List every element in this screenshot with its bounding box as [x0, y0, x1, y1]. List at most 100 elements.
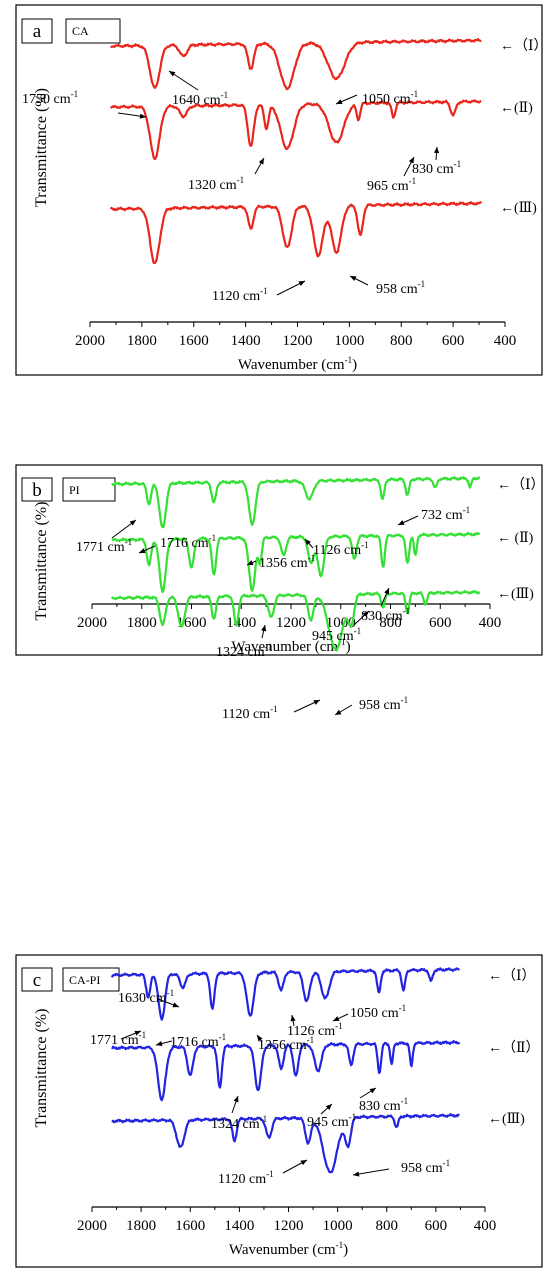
x-tick-label: 400 [494, 333, 517, 349]
annotation-arrow-head [169, 71, 176, 77]
peak-annotation: 1324 cm-1 [216, 642, 272, 660]
x-tick-label: 600 [429, 615, 452, 631]
series-label: ←（Ⅰ） [488, 968, 536, 984]
peak-annotation: 965 cm-1 [367, 176, 416, 194]
annotation-arrow-head [139, 548, 146, 553]
series-label: ←(Ⅲ) [500, 201, 537, 216]
annotation-arrow-head [261, 625, 267, 632]
series-label: ←（Ⅰ） [500, 38, 548, 54]
y-axis-label: Transmittance (%) [33, 502, 50, 621]
x-tick-label: 1800 [127, 333, 157, 349]
spectrum-line [110, 967, 461, 1021]
panel-letter-box [21, 967, 53, 992]
peak-annotation: 1050 cm-1 [350, 1003, 406, 1021]
x-tick-label: 800 [376, 1218, 399, 1234]
x-tick-label: 1200 [276, 615, 306, 631]
peak-annotation: 1126 cm-1 [313, 540, 369, 558]
series-label: ←(Ⅲ) [497, 587, 534, 602]
annotation-arrow-head [433, 147, 440, 154]
panel-tag-box [65, 18, 121, 44]
annotation-arrow-head [139, 113, 146, 119]
panel-frame [15, 464, 543, 656]
annotation-arrow-head [247, 560, 254, 565]
panel-tag-box [62, 967, 120, 992]
panel-letter: c [33, 970, 41, 991]
peak-annotation: 958 cm-1 [359, 695, 408, 713]
panel-tag-box [62, 477, 116, 502]
peak-annotation: 1630 cm-1 [118, 988, 174, 1006]
annotation-arrow-head [298, 281, 305, 287]
x-tick-label: 1400 [226, 615, 256, 631]
y-axis-label: Transmittance (%) [33, 1009, 50, 1128]
x-tick-label: 800 [379, 615, 402, 631]
x-axis-label: Wavenumber (cm-1) [238, 355, 357, 373]
peak-annotation: 958 cm-1 [401, 1158, 450, 1176]
spectrum-line [109, 99, 482, 161]
x-tick-label: 400 [479, 615, 502, 631]
x-tick-label: 800 [390, 333, 413, 349]
x-tick-label: 1600 [175, 1218, 205, 1234]
x-tick-label: 2000 [75, 333, 105, 349]
x-tick-label: 1000 [323, 1218, 353, 1234]
panel-letter: b [32, 480, 42, 501]
panel-letter-box [21, 477, 53, 502]
panel-letter: a [33, 21, 42, 42]
peak-annotation: 1356 cm-1 [259, 553, 315, 571]
panel-tag: CA-PI [69, 973, 100, 987]
peak-annotation: 1120 cm-1 [212, 286, 268, 304]
annotation-arrow [352, 1168, 390, 1176]
peak-annotation: 1716 cm-1 [170, 1032, 226, 1050]
peak-annotation: 830 cm-1 [412, 159, 461, 177]
spectrum-line [111, 1039, 461, 1102]
x-axis-label: Wavenumber (cm-1) [229, 1240, 348, 1258]
x-tick-label: 1000 [326, 615, 356, 631]
x-tick-label: 600 [425, 1218, 448, 1234]
peak-annotation: 1716 cm-1 [160, 533, 216, 551]
peak-annotation: 1050 cm-1 [362, 89, 418, 107]
annotation-arrow-head [257, 1035, 263, 1042]
annotation-arrow-head [325, 1104, 332, 1110]
series-label: ← (Ⅱ) [497, 531, 534, 546]
annotation-arrow-head [290, 1015, 296, 1022]
peak-annotation: 1320 cm-1 [188, 175, 244, 193]
series-label: ←(Ⅱ) [500, 101, 533, 116]
annotation-arrow-head [333, 1016, 340, 1021]
peak-annotation: 830 cm-1 [361, 606, 410, 624]
spectrum-line [111, 1112, 460, 1174]
y-axis-label: Transmittance (%) [33, 88, 50, 207]
annotation-arrow-head [336, 99, 343, 105]
series-label: ←(Ⅲ) [488, 1112, 525, 1127]
panel-tag: CA [72, 24, 89, 38]
x-tick-label: 1600 [177, 615, 207, 631]
annotation-arrow-head [134, 1030, 141, 1036]
peak-annotation: 945 cm-1 [307, 1112, 356, 1130]
panel-tag: PI [69, 483, 80, 497]
annotation-arrow-head [408, 157, 414, 164]
annotation-arrow-head [335, 709, 342, 715]
spectrum-line [109, 37, 482, 91]
peak-annotation: 1126 cm-1 [287, 1021, 343, 1039]
panel-letter-box [21, 18, 53, 44]
annotation-arrow-head [172, 1002, 179, 1008]
peak-annotation: 945 cm-1 [312, 626, 361, 644]
annotation-arrow-head [156, 1041, 163, 1047]
peak-annotation: 1356 cm-1 [258, 1035, 314, 1053]
x-axis-label: Wavenumber (cm-1) [231, 637, 350, 655]
annotation-arrow-head [369, 1088, 376, 1094]
annotation-arrow-head [313, 700, 320, 705]
spectrum-line [110, 589, 481, 652]
x-tick-label: 400 [474, 1218, 497, 1234]
x-tick-label: 1200 [283, 333, 313, 349]
spectrum-line [111, 531, 481, 594]
annotation-arrow-head [353, 1171, 360, 1177]
peak-annotation: 830 cm-1 [359, 1096, 408, 1114]
x-tick-label: 1200 [274, 1218, 304, 1234]
x-tick-label: 1400 [231, 333, 261, 349]
annotation-arrow-head [305, 539, 311, 546]
panel-frame [15, 954, 543, 1268]
x-tick-label: 2000 [77, 1218, 107, 1234]
annotation-arrow-head [398, 520, 405, 525]
x-tick-label: 1800 [127, 615, 157, 631]
panel-frame [15, 4, 543, 376]
